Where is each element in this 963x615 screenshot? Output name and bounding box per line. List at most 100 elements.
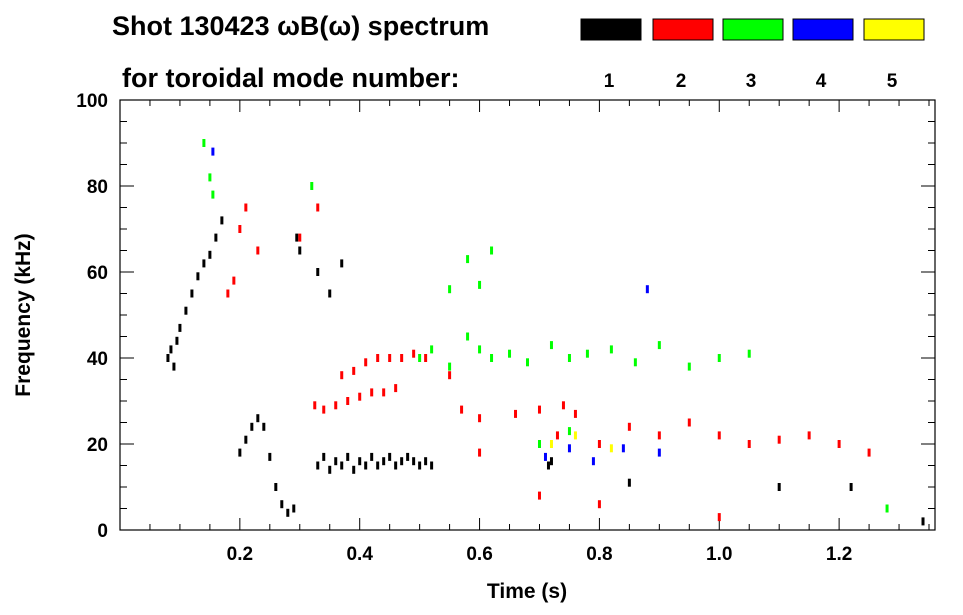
data-point-n1 bbox=[178, 323, 182, 332]
legend-label-2: 2 bbox=[676, 71, 687, 92]
data-point-n1 bbox=[256, 414, 260, 423]
data-point-n1 bbox=[292, 504, 296, 513]
data-point-n2 bbox=[232, 276, 236, 285]
data-point-n1 bbox=[328, 465, 332, 474]
data-point-n1 bbox=[921, 517, 925, 526]
data-point-n2 bbox=[837, 440, 841, 448]
x-tick-label: 0.4 bbox=[346, 544, 373, 565]
data-point-n1 bbox=[322, 452, 326, 461]
data-point-n1 bbox=[424, 457, 428, 466]
data-point-n2 bbox=[687, 418, 691, 427]
data-point-n1 bbox=[274, 483, 278, 491]
axis-tick-labels: 0.2 0.4 0.6 0.8 1.0 1.2 0 20 40 60 80 100 bbox=[76, 91, 852, 565]
data-point-n2 bbox=[537, 405, 541, 414]
data-marks bbox=[166, 139, 925, 526]
data-point-n3 bbox=[448, 362, 452, 371]
y-tick-label: 0 bbox=[97, 521, 108, 542]
data-point-n2 bbox=[340, 371, 344, 380]
data-point-n2 bbox=[537, 491, 541, 500]
data-point-n1 bbox=[316, 268, 320, 276]
data-point-n3 bbox=[567, 427, 571, 436]
data-point-n1 bbox=[190, 289, 194, 298]
data-point-n2 bbox=[424, 354, 428, 362]
data-point-n3 bbox=[448, 285, 452, 294]
data-point-n4 bbox=[591, 457, 595, 466]
data-point-n1 bbox=[430, 461, 434, 470]
data-point-n3 bbox=[508, 349, 512, 358]
data-point-n2 bbox=[807, 431, 811, 440]
data-point-n1 bbox=[418, 461, 422, 470]
legend-label-4: 4 bbox=[816, 71, 827, 92]
data-point-n3 bbox=[490, 246, 494, 255]
data-point-n2 bbox=[573, 409, 577, 418]
data-point-n2 bbox=[478, 448, 482, 457]
data-point-n3 bbox=[609, 345, 613, 354]
data-point-n2 bbox=[238, 225, 242, 233]
data-point-n2 bbox=[352, 366, 356, 375]
chart-title-line2: for toroidal mode number: bbox=[122, 63, 460, 93]
y-tick-label: 60 bbox=[87, 263, 108, 284]
data-point-n1 bbox=[244, 435, 248, 444]
data-point-n1 bbox=[340, 259, 344, 268]
data-point-n2 bbox=[717, 431, 721, 440]
data-point-n2 bbox=[388, 354, 392, 362]
data-point-n1 bbox=[196, 272, 200, 281]
data-point-n2 bbox=[514, 409, 518, 418]
data-point-n3 bbox=[211, 190, 215, 199]
data-point-n1 bbox=[184, 306, 188, 315]
legend-label-1: 1 bbox=[604, 71, 615, 92]
data-point-n1 bbox=[238, 448, 242, 457]
data-point-n1 bbox=[220, 216, 224, 225]
data-point-n1 bbox=[172, 362, 176, 371]
data-point-n2 bbox=[777, 435, 781, 444]
x-tick-label: 1.0 bbox=[706, 544, 732, 565]
legend-label-5: 5 bbox=[887, 71, 898, 92]
data-point-n1 bbox=[175, 336, 179, 345]
data-point-n3 bbox=[549, 341, 553, 350]
data-point-n5 bbox=[609, 444, 613, 453]
data-point-n1 bbox=[202, 259, 206, 268]
data-point-n1 bbox=[298, 246, 302, 255]
y-axis-label: Frequency (kHz) bbox=[12, 233, 35, 396]
data-point-n3 bbox=[478, 345, 482, 354]
data-point-n3 bbox=[885, 504, 889, 513]
data-point-n3 bbox=[466, 332, 470, 341]
legend-swatch-2 bbox=[652, 18, 714, 41]
data-point-n1 bbox=[400, 457, 404, 466]
plot-frame bbox=[119, 99, 936, 531]
data-point-n1 bbox=[376, 461, 380, 470]
data-point-n4 bbox=[567, 444, 571, 453]
data-point-n3 bbox=[490, 354, 494, 362]
data-point-n4 bbox=[621, 444, 625, 453]
data-point-n2 bbox=[382, 388, 386, 397]
data-point-n1 bbox=[352, 465, 356, 474]
legend-swatch-1 bbox=[580, 18, 642, 41]
x-tick-label: 0.2 bbox=[227, 544, 253, 565]
data-point-n4 bbox=[543, 452, 547, 461]
data-point-n3 bbox=[537, 440, 541, 448]
data-point-n2 bbox=[657, 431, 661, 440]
data-point-n1 bbox=[268, 452, 272, 461]
data-point-n1 bbox=[262, 422, 266, 431]
data-point-n2 bbox=[334, 401, 338, 410]
data-point-n3 bbox=[208, 173, 212, 182]
data-point-n2 bbox=[244, 203, 248, 212]
data-point-n2 bbox=[298, 233, 302, 242]
legend-swatch-4 bbox=[792, 18, 854, 41]
data-point-n1 bbox=[546, 461, 550, 470]
data-point-n3 bbox=[633, 358, 637, 367]
data-point-n1 bbox=[316, 461, 320, 470]
data-point-n1 bbox=[166, 354, 170, 362]
data-point-n5 bbox=[549, 440, 553, 448]
data-point-n3 bbox=[418, 354, 422, 362]
data-point-n1 bbox=[364, 461, 368, 470]
data-point-n2 bbox=[747, 440, 751, 448]
data-point-n1 bbox=[394, 461, 398, 470]
data-point-n1 bbox=[388, 452, 392, 461]
legend-swatch-3 bbox=[722, 18, 784, 41]
data-point-n1 bbox=[208, 250, 212, 259]
data-point-n2 bbox=[448, 371, 452, 380]
legend-swatch-5 bbox=[863, 18, 925, 41]
data-point-n2 bbox=[226, 289, 230, 298]
x-tick-label: 1.2 bbox=[826, 544, 852, 565]
